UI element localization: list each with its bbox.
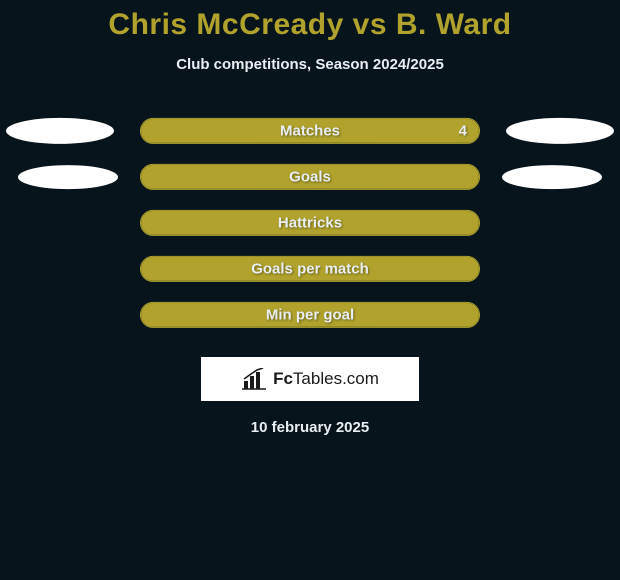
- logo-text: FcTables.com: [273, 369, 379, 389]
- logo-rest: Tables.com: [293, 369, 379, 388]
- logo-box: FcTables.com: [201, 357, 419, 401]
- stat-row: Goals per match: [0, 249, 620, 295]
- stat-label: Min per goal: [141, 306, 479, 323]
- stat-label: Hattricks: [141, 214, 479, 231]
- page-subtitle: Club competitions, Season 2024/2025: [0, 56, 620, 73]
- stat-row: Min per goal: [0, 295, 620, 341]
- stat-bar: Matches4: [140, 118, 480, 144]
- stat-value-right: 4: [459, 122, 467, 139]
- stat-bar: Goals per match: [140, 256, 480, 282]
- stat-label: Goals per match: [141, 260, 479, 277]
- page-title: Chris McCready vs B. Ward: [0, 0, 620, 42]
- right-ellipse: [502, 165, 602, 189]
- stat-bar: Goals: [140, 164, 480, 190]
- date-line: 10 february 2025: [0, 419, 620, 436]
- stat-row: Hattricks: [0, 203, 620, 249]
- stat-row: Matches4: [0, 111, 620, 157]
- stat-label: Goals: [141, 168, 479, 185]
- logo-strong: Fc: [273, 369, 293, 388]
- left-ellipse: [18, 165, 118, 189]
- stat-rows: Matches4 Goals Hattricks Goals per match Min…: [0, 111, 620, 341]
- stat-bar: Hattricks: [140, 210, 480, 236]
- left-ellipse: [6, 118, 114, 144]
- comparison-infographic: Chris McCready vs B. Ward Club competiti…: [0, 0, 620, 580]
- stat-bar: Min per goal: [140, 302, 480, 328]
- bar-chart-icon: [241, 368, 267, 390]
- right-ellipse: [506, 118, 614, 144]
- stat-label: Matches: [141, 122, 479, 139]
- stat-row: Goals: [0, 157, 620, 203]
